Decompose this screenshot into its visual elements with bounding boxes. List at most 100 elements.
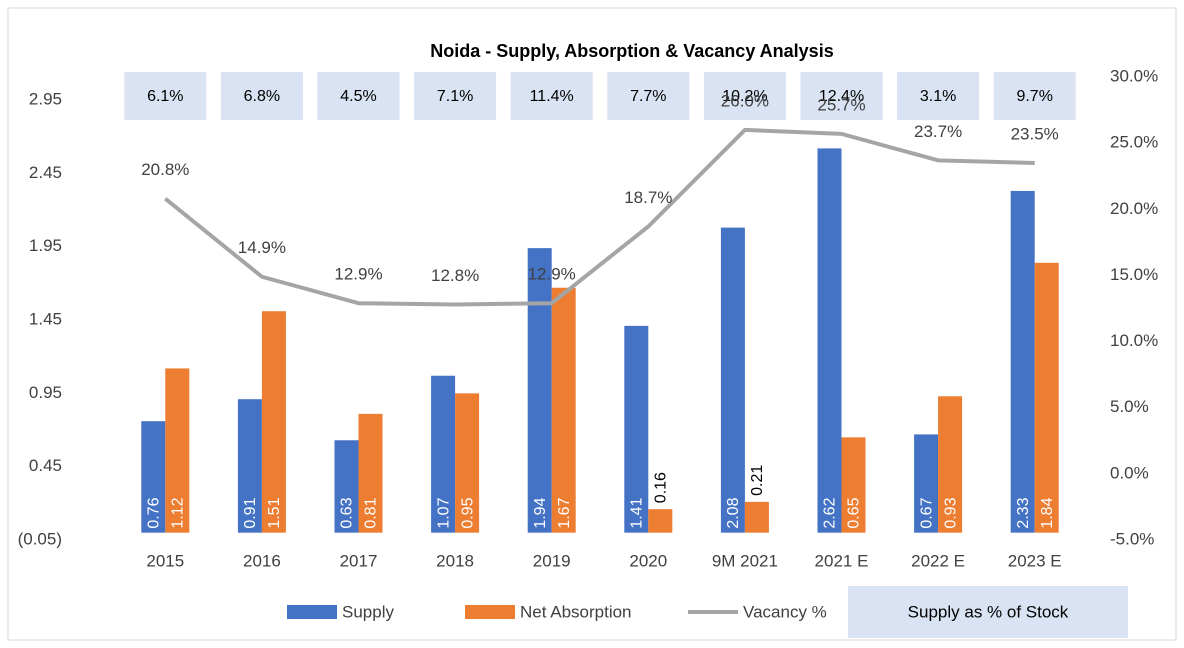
x-tick-label: 9M 2021 — [712, 551, 778, 570]
x-tick-label: 2023 E — [1008, 551, 1062, 570]
bar-label: 0.81 — [363, 497, 380, 528]
share-box — [897, 72, 980, 120]
bar — [624, 325, 649, 533]
x-tick-label: 2015 — [146, 551, 184, 570]
x-tick-label: 2021 E — [815, 551, 869, 570]
legend-label: Vacancy % — [743, 602, 827, 621]
share-box — [800, 72, 883, 120]
line-label: 26.0% — [721, 91, 769, 110]
share-box — [317, 72, 400, 120]
legend-swatch — [465, 605, 515, 619]
line-label: 20.8% — [141, 160, 189, 179]
bar — [141, 421, 166, 533]
bar-label: 0.76 — [146, 497, 163, 528]
legend-label: Supply — [342, 602, 394, 621]
y2-tick-label: 5.0% — [1110, 397, 1149, 416]
line-label: 12.9% — [334, 265, 382, 284]
bar — [334, 440, 359, 533]
bar — [841, 437, 866, 533]
y2-tick-label: -5.0% — [1110, 529, 1154, 548]
legend-label: Net Absorption — [520, 602, 632, 621]
legend-swatch — [287, 605, 337, 619]
x-tick-label: 2016 — [243, 551, 281, 570]
bar-label: 0.63 — [339, 497, 356, 528]
x-tick-label: 2019 — [533, 551, 571, 570]
bar — [720, 227, 745, 533]
share-label: 11.4% — [530, 88, 574, 105]
vacancy-line — [164, 127, 1035, 307]
line-label: 12.8% — [431, 266, 479, 285]
bar-label: 2.33 — [1015, 497, 1032, 528]
y2-tick-label: 30.0% — [1110, 66, 1158, 85]
legend-swatch — [848, 586, 1128, 638]
bar-label: 0.65 — [846, 497, 863, 528]
share-box — [993, 72, 1076, 120]
x-tick-label: 2020 — [629, 551, 667, 570]
line-label: 23.7% — [914, 122, 962, 141]
bar-label: 2.62 — [822, 497, 839, 528]
y2-tick-label: 0.0% — [1110, 463, 1149, 482]
bar-label: 1.41 — [629, 497, 646, 528]
share-label: 4.5% — [340, 88, 376, 105]
bar-label: 0.93 — [942, 497, 959, 528]
y-tick-label: 0.95 — [29, 383, 62, 402]
y2-tick-label: 25.0% — [1110, 133, 1158, 152]
chart-title: Noida - Supply, Absorption & Vacancy Ana… — [430, 41, 833, 61]
bar-label: 0.16 — [653, 472, 670, 503]
bar — [648, 509, 673, 533]
share-label: 6.8% — [244, 88, 280, 105]
bar-label: 0.21 — [749, 465, 766, 496]
y2-tick-label: 20.0% — [1110, 199, 1158, 218]
bar — [817, 148, 842, 533]
share-label: 6.1% — [147, 88, 183, 105]
share-label: 9.7% — [1016, 88, 1052, 105]
y-tick-label: (0.05) — [18, 529, 62, 548]
bar — [455, 393, 480, 533]
y-tick-label: 1.95 — [29, 236, 62, 255]
bar — [1034, 262, 1059, 533]
line-label: 23.5% — [1011, 124, 1059, 143]
y-tick-label: 0.45 — [29, 456, 62, 475]
bar — [744, 501, 769, 533]
bar — [527, 248, 552, 533]
line-label: 18.7% — [624, 188, 672, 207]
share-label: 7.7% — [630, 88, 666, 105]
y2-tick-label: 15.0% — [1110, 265, 1158, 284]
legend-label: Supply as % of Stock — [908, 602, 1069, 621]
bar-label: 1.12 — [170, 497, 187, 528]
bar-label: 0.67 — [918, 497, 935, 528]
share-label: 12.4% — [819, 88, 864, 105]
bar — [165, 368, 190, 533]
share-label: 3.1% — [920, 88, 956, 105]
y2-tick-label: 10.0% — [1110, 331, 1158, 350]
y-tick-label: 2.95 — [29, 89, 62, 108]
bar-label: 1.84 — [1039, 497, 1056, 528]
x-tick-label: 2017 — [340, 551, 378, 570]
share-box — [607, 72, 690, 120]
bar-label: 1.94 — [532, 497, 549, 528]
bar — [261, 311, 286, 533]
bar-label: 1.51 — [266, 497, 283, 528]
bar — [1010, 190, 1035, 533]
bar-label: 1.07 — [435, 497, 452, 528]
share-label: 7.1% — [437, 88, 473, 105]
line-label: 12.9% — [528, 265, 576, 284]
bar-label: 1.67 — [556, 497, 573, 528]
share-box — [124, 72, 207, 120]
x-tick-label: 2022 E — [911, 551, 965, 570]
bar — [914, 434, 939, 533]
bar — [938, 396, 963, 533]
bar-label: 0.95 — [459, 497, 476, 528]
bar-label: 2.08 — [725, 497, 742, 528]
bar — [237, 399, 262, 533]
share-box — [703, 72, 786, 120]
bar-label: 0.91 — [242, 497, 259, 528]
share-box — [220, 72, 303, 120]
bar — [431, 375, 456, 533]
share-box — [510, 72, 593, 120]
line-label: 25.7% — [817, 95, 865, 114]
y-tick-label: 1.45 — [29, 309, 62, 328]
share-label: 10.2% — [722, 88, 767, 105]
bar — [551, 287, 576, 533]
